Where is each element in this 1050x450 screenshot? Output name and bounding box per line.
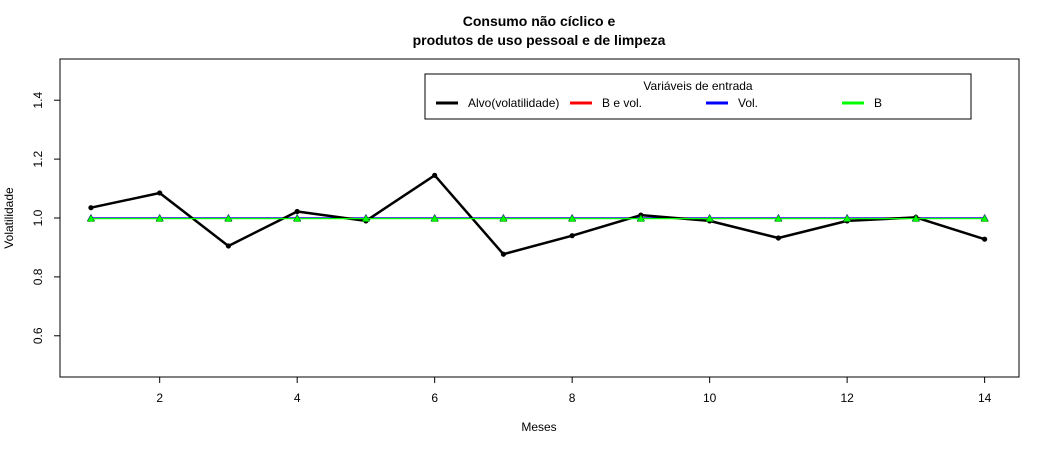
data-point xyxy=(432,172,438,178)
data-point xyxy=(225,243,232,249)
y-axis: 0.6 0.8 1.0 1.2 1.4 xyxy=(31,92,60,344)
y-tick-label: 0.6 xyxy=(31,327,45,344)
data-point xyxy=(155,214,164,222)
y-tick-label: 1.0 xyxy=(31,209,45,226)
series-layer xyxy=(86,172,989,257)
data-point xyxy=(499,214,508,222)
x-tick-label: 12 xyxy=(840,391,854,405)
data-point xyxy=(775,235,781,241)
legend-label: Alvo(volatilidade) xyxy=(468,96,559,110)
x-tick-label: 10 xyxy=(703,391,717,405)
legend-entry: Alvo(volatilidade) xyxy=(436,96,559,110)
series-alvo-volatilidade xyxy=(88,172,988,257)
y-tick-label: 1.2 xyxy=(31,150,45,167)
chart-title-line2: produtos de uso pessoal e de limpeza xyxy=(413,32,666,48)
data-point xyxy=(568,214,577,222)
legend-entry: Vol. xyxy=(706,96,758,110)
data-point xyxy=(224,214,233,222)
legend: Variáveis de entrada Alvo(volatilidade) B… xyxy=(424,73,972,120)
legend-label: B xyxy=(874,96,882,110)
x-axis-label: Meses xyxy=(521,420,556,434)
y-tick-label: 0.8 xyxy=(31,268,45,285)
data-point xyxy=(430,214,439,222)
data-point xyxy=(705,214,714,222)
data-point xyxy=(569,233,575,239)
legend-box xyxy=(424,73,972,120)
legend-label: Vol. xyxy=(738,96,758,110)
legend-title: Variáveis de entrada xyxy=(643,79,753,93)
x-tick-label: 4 xyxy=(294,391,301,405)
data-point xyxy=(980,214,989,222)
data-point xyxy=(86,214,95,222)
data-point xyxy=(636,214,645,222)
x-tick-label: 6 xyxy=(431,391,438,405)
x-tick-label: 14 xyxy=(978,391,992,405)
x-tick-label: 2 xyxy=(156,391,163,405)
y-tick-label: 1.4 xyxy=(31,92,45,109)
legend-entry: B e vol. xyxy=(570,96,642,110)
data-point xyxy=(88,205,94,211)
data-point xyxy=(911,214,920,222)
x-axis: 2 4 6 8 10 12 14 xyxy=(156,377,992,405)
series-b xyxy=(86,214,989,222)
data-point xyxy=(157,190,163,196)
data-point xyxy=(361,214,370,222)
chart-title-line1: Consumo não cíclico e xyxy=(463,13,616,29)
series-line xyxy=(90,174,985,256)
legend-label: B e vol. xyxy=(602,96,642,110)
data-point xyxy=(294,208,300,215)
data-point xyxy=(982,236,988,242)
data-point xyxy=(293,214,302,222)
legend-entries: Alvo(volatilidade) B e vol. Vol. B xyxy=(436,96,882,110)
data-point xyxy=(843,214,852,222)
x-tick-label: 8 xyxy=(569,391,576,405)
y-axis-label: Volatilidade xyxy=(2,187,16,249)
legend-entry: B xyxy=(842,96,882,110)
data-point xyxy=(774,214,783,222)
data-point xyxy=(500,251,507,257)
